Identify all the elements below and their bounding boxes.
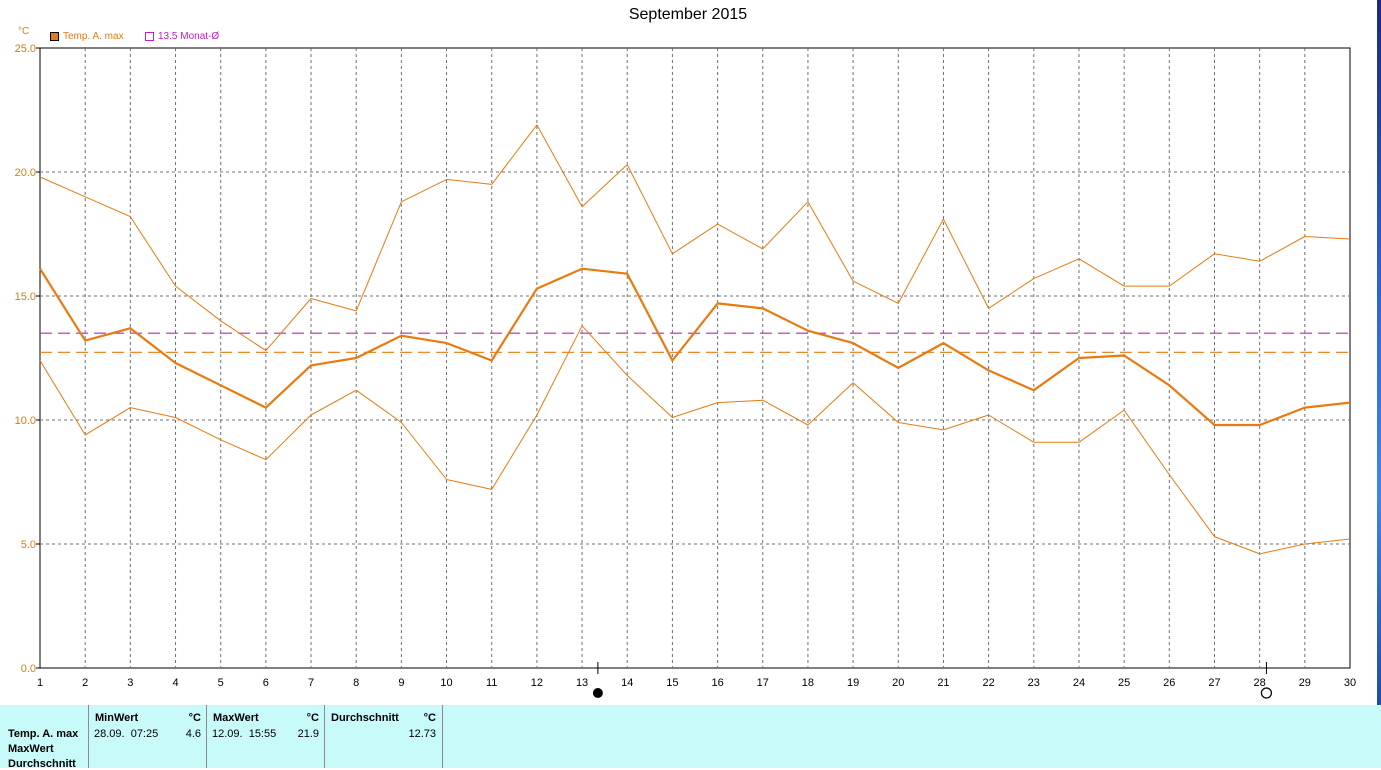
min-unit: °C [188, 712, 201, 724]
moon-markers [592, 662, 1273, 699]
x-tick-label: 10 [440, 677, 452, 689]
y-tick-label: 10.0 [15, 415, 36, 427]
avg-column: Durchschnitt °C 12.73 [324, 705, 443, 768]
x-tick-label: 22 [982, 677, 994, 689]
x-tick-label: 16 [711, 677, 723, 689]
x-tick-label: 21 [937, 677, 949, 689]
legend-item-month-avg: 13.5 Monat-Ø [145, 31, 219, 42]
x-tick-label: 24 [1073, 677, 1085, 689]
x-tick-label: 13 [576, 677, 588, 689]
x-tick-label: 28 [1254, 677, 1266, 689]
max-unit: °C [306, 712, 319, 724]
x-tick-label: 15 [666, 677, 678, 689]
legend-swatch-filled [50, 32, 59, 41]
y-tick-label: 20.0 [15, 167, 36, 179]
max-timestamp: 12.09. 15:55 [212, 728, 277, 740]
chart-area: 1 2 3 4 5 6 7 8 9 10 11 12 13 14 15 16 17 18 19 20 21 22 23 24 2… [15, 43, 1357, 699]
chart-title: September 2015 [628, 6, 748, 23]
axis-labels: 1 2 3 4 5 6 7 8 9 10 11 12 13 14 15 16 17 18 19 20 21 22 23 24 2… [15, 43, 1357, 689]
x-tick-label: 23 [1028, 677, 1040, 689]
min-timestamp: 28.09. 07:25 [94, 728, 159, 740]
x-tick-label: 27 [1208, 677, 1220, 689]
x-tick-label: 3 [127, 677, 133, 689]
x-tick-label: 5 [218, 677, 224, 689]
x-tick-label: 30 [1344, 677, 1356, 689]
new-moon-icon [1260, 687, 1273, 699]
min-value: 4.6 [185, 728, 201, 740]
x-tick-label: 19 [847, 677, 859, 689]
x-tick-label: 14 [621, 677, 633, 689]
series-line-main [39, 267, 1351, 427]
legend-item-temp-max: Temp. A. max [50, 31, 124, 42]
series-line-max [39, 124, 1351, 352]
y-tick-label: 5.0 [21, 539, 36, 551]
x-tick-label: 2 [82, 677, 88, 689]
x-tick-label: 8 [353, 677, 359, 689]
x-tick-label: 6 [263, 677, 269, 689]
x-tick-label: 11 [486, 677, 497, 689]
y-tick-label: 0.0 [21, 663, 36, 675]
x-tick-label: 12 [531, 677, 543, 689]
window-edge-bar [1377, 0, 1381, 705]
legend-swatch-outline [145, 32, 154, 41]
x-tick-label: 25 [1118, 677, 1130, 689]
series-line-min [39, 325, 1351, 555]
full-moon-icon [592, 688, 603, 698]
legend-label: Temp. A. max [63, 31, 124, 42]
x-tick-label: 29 [1299, 677, 1311, 689]
y-unit-label: °C [18, 26, 30, 37]
min-header: MinWert [95, 712, 139, 724]
plot-frame [39, 47, 1351, 669]
x-tick-label: 9 [398, 677, 404, 689]
window-edge [1367, 0, 1381, 705]
grid-lines [40, 48, 1350, 668]
y-tick-label: 15.0 [15, 291, 36, 303]
legend-label: 13.5 Monat-Ø [158, 31, 220, 42]
x-tick-label: 18 [802, 677, 814, 689]
x-tick-label: 7 [308, 677, 314, 689]
avg-header: Durchschnitt [331, 712, 399, 724]
max-value: 21.9 [297, 728, 319, 740]
x-tick-label: 17 [757, 677, 769, 689]
min-column: MinWert °C 28.09. 07:25 4.6 [88, 705, 207, 768]
x-tick-label: 1 [37, 677, 43, 689]
max-column: MaxWert °C 12.09. 15:55 21.9 [206, 705, 325, 768]
max-header: MaxWert [213, 712, 259, 724]
summary-table: Temp. A. max MaxWert Durchschnitt MinWer… [0, 705, 1381, 770]
x-tick-label: 4 [172, 677, 178, 689]
row-label-max: MaxWert [8, 743, 54, 755]
series-lines [39, 124, 1351, 555]
avg-unit: °C [423, 712, 436, 724]
y-tick-label: 25.0 [15, 43, 36, 55]
x-tick-label: 26 [1163, 677, 1175, 689]
avg-value: 12.73 [408, 728, 436, 740]
x-tick-label: 20 [892, 677, 904, 689]
row-label-avg: Durchschnitt [8, 758, 76, 770]
row-label-temp: Temp. A. max [8, 728, 79, 740]
